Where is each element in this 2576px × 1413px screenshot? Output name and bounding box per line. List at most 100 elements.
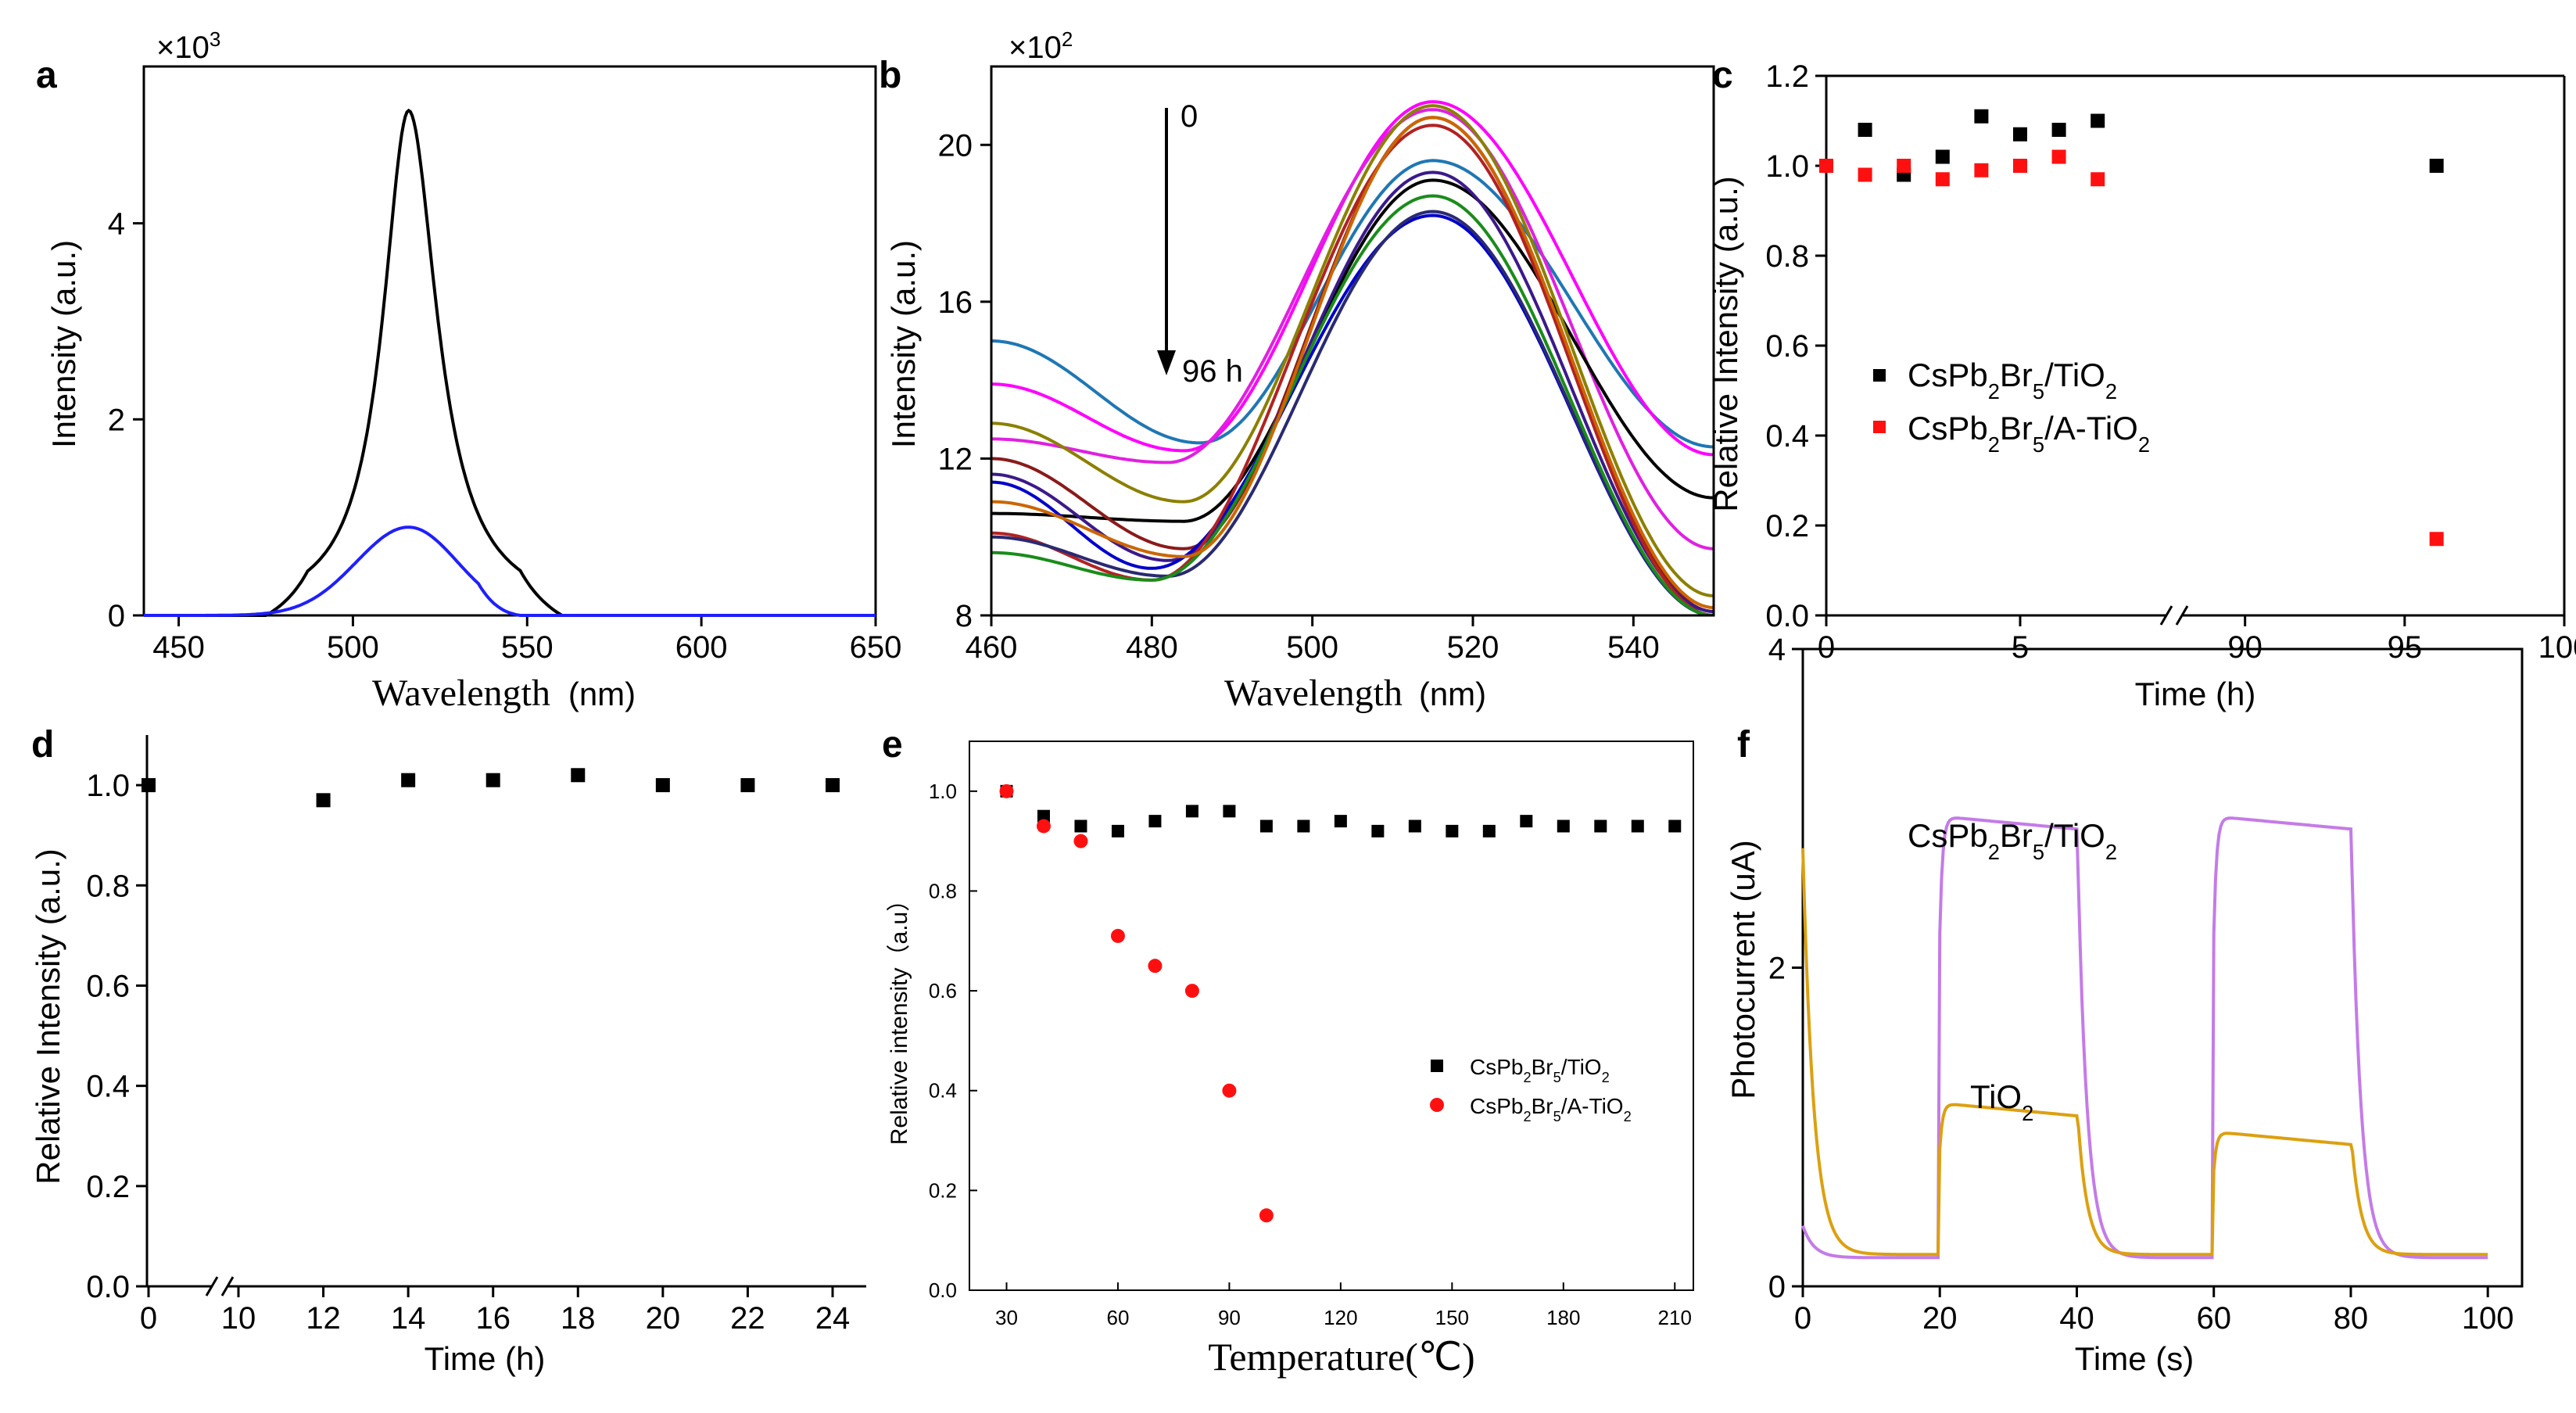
y-axis-label: Intensity (a.u.) (45, 240, 82, 448)
x-tick-label: 500 (327, 630, 379, 665)
y-axis-label: Intensity (a.u.) (885, 240, 922, 448)
y-tick-label: 1.0 (86, 769, 130, 803)
panel-label-e: e (882, 724, 903, 766)
y-tick-label: 0.6 (1765, 329, 1809, 364)
data-point-square (1371, 824, 1385, 837)
chart-panel-f: 0 20 40 60 80 100 0 2 4 Photocurrent (uA) Time (s)… (1725, 633, 2524, 1377)
series-group (991, 100, 1714, 615)
y-tick-label: 1.0 (929, 780, 957, 803)
chart-panel-c: 0 5 90 95 100 0.0 0.2 0.4 0.6 0.8 1.0 1.2 Relative I… (1707, 59, 2576, 712)
chart-panel-e: 30 60 90 120 150 180 210 0.0 0.2 0.4 0.6 0.8 1.0 Rela… (887, 741, 1694, 1379)
data-point-circle (1110, 928, 1125, 943)
chart-panel-a: 450 500 550 600 650 0 2 4 ×103 Intensity (a.u.) Wa… (45, 27, 901, 714)
x-tick-label: 20 (1922, 1301, 1958, 1336)
data-point-circle (1036, 819, 1051, 834)
panel-label-a: a (36, 55, 57, 96)
data-point-1 (2051, 149, 2066, 164)
x-tick-label: 100 (2538, 630, 2576, 665)
data-point-circle (1184, 984, 1199, 999)
x-tick-label: 0 (1794, 1301, 1811, 1336)
y-axis-label: Relative intensity（a.u） (887, 888, 912, 1145)
x-tick-label: 100 (2462, 1301, 2514, 1336)
data-point-1 (1858, 167, 1872, 182)
data-point-circle (1073, 834, 1088, 848)
data-point (142, 778, 156, 793)
data-point-1 (2013, 159, 2027, 173)
data-point-1 (1974, 163, 1989, 178)
data-point-square (1557, 819, 1570, 833)
chart-panel-d: 0 10 12 14 16 18 20 22 24 0.0 0.2 0.4 0.6 0.8 1.0 Relat… (30, 735, 866, 1377)
plot-frame (990, 65, 1715, 617)
data-point-square (1482, 824, 1496, 837)
x-tick-label: 80 (2334, 1301, 2369, 1336)
series-line-3 (991, 178, 1714, 523)
data-point-square (1148, 815, 1162, 828)
series-line-initial (144, 108, 876, 617)
x-tick-label: 0 (140, 1301, 157, 1336)
panel-label-c: c (1712, 55, 1733, 96)
data-point-square (1297, 819, 1310, 833)
y-tick-label: 0.4 (929, 1079, 957, 1103)
y-tick-label: 0.4 (1765, 419, 1809, 454)
y-tick-label: 0.0 (86, 1270, 130, 1304)
data-point-square (1223, 805, 1236, 818)
legend-label: CsPb2Br5/A-TiO2 (1470, 1094, 1632, 1124)
y-tick-label: 0.2 (86, 1170, 130, 1204)
y-tick-label: 0.4 (86, 1070, 130, 1104)
data-point (485, 773, 500, 787)
data-point-square (1334, 815, 1347, 828)
x-tick-label: 20 (646, 1301, 681, 1336)
series-line-cspb2br5 (1801, 816, 2488, 1260)
y-tick-label: 0.8 (929, 879, 957, 902)
x-tick-label: 180 (1546, 1306, 1580, 1329)
data-point-0 (2091, 113, 2105, 128)
data-point-0 (1935, 149, 1950, 164)
data-point-square (1111, 824, 1124, 837)
x-tick-label: 450 (152, 630, 205, 665)
data-point (571, 768, 586, 783)
legend-marker (1873, 421, 1886, 433)
y-tick-label: 0.8 (1765, 239, 1809, 274)
legend-marker (1873, 369, 1886, 382)
x-tick-label: 210 (1658, 1306, 1692, 1329)
data-point-0 (2013, 127, 2027, 142)
data-point-square (1520, 815, 1533, 828)
axis-break-mark (205, 1276, 219, 1296)
y-axis-label: Relative Intensity (a.u.) (30, 848, 66, 1185)
series-line-10 (991, 194, 1714, 615)
data-point-square (1185, 805, 1198, 818)
x-tick-label: 40 (2059, 1301, 2094, 1336)
y-tick-label: 12 (938, 442, 973, 476)
x-tick-label: 480 (1126, 630, 1178, 665)
series-line-aged (144, 525, 876, 617)
axis-break-mark (220, 1276, 235, 1296)
y-multiplier: ×102 (1009, 27, 1073, 65)
x-tick-label: 0 (1818, 630, 1835, 665)
series-label: CsPb2Br5/TiO2 (1908, 817, 2117, 864)
data-point-square (1631, 819, 1644, 833)
x-axis-unit: (nm) (1419, 676, 1486, 712)
y-tick-label: 4 (1768, 633, 1786, 667)
y-tick-label: 0.0 (929, 1279, 957, 1302)
series-line-1 (991, 100, 1714, 457)
data-point-0 (1974, 109, 1989, 124)
x-axis-label: Wavelength (372, 672, 550, 714)
data-point-square (1259, 819, 1273, 833)
x-axis-label: Temperature(℃) (1208, 1335, 1474, 1379)
x-tick-label: 540 (1607, 630, 1660, 665)
x-axis-label: Time (s) (2075, 1340, 2194, 1377)
y-tick-label: 2 (1768, 952, 1786, 986)
y-tick-label: 0 (108, 599, 125, 633)
panel-label-f: f (1737, 724, 1750, 766)
data-point-circle (1259, 1208, 1274, 1223)
y-tick-label: 0 (1768, 1270, 1786, 1304)
y-axis-label: Photocurrent (uA) (1725, 840, 1761, 1099)
x-tick-label: 650 (850, 630, 902, 665)
legend-label: CsPb2Br5/A-TiO2 (1908, 410, 2150, 457)
x-tick-label: 16 (475, 1301, 511, 1336)
y-tick-label: 8 (955, 599, 973, 633)
x-tick-label: 12 (306, 1301, 341, 1336)
data-point-circle (999, 784, 1014, 798)
y-tick-label: 4 (108, 207, 125, 242)
